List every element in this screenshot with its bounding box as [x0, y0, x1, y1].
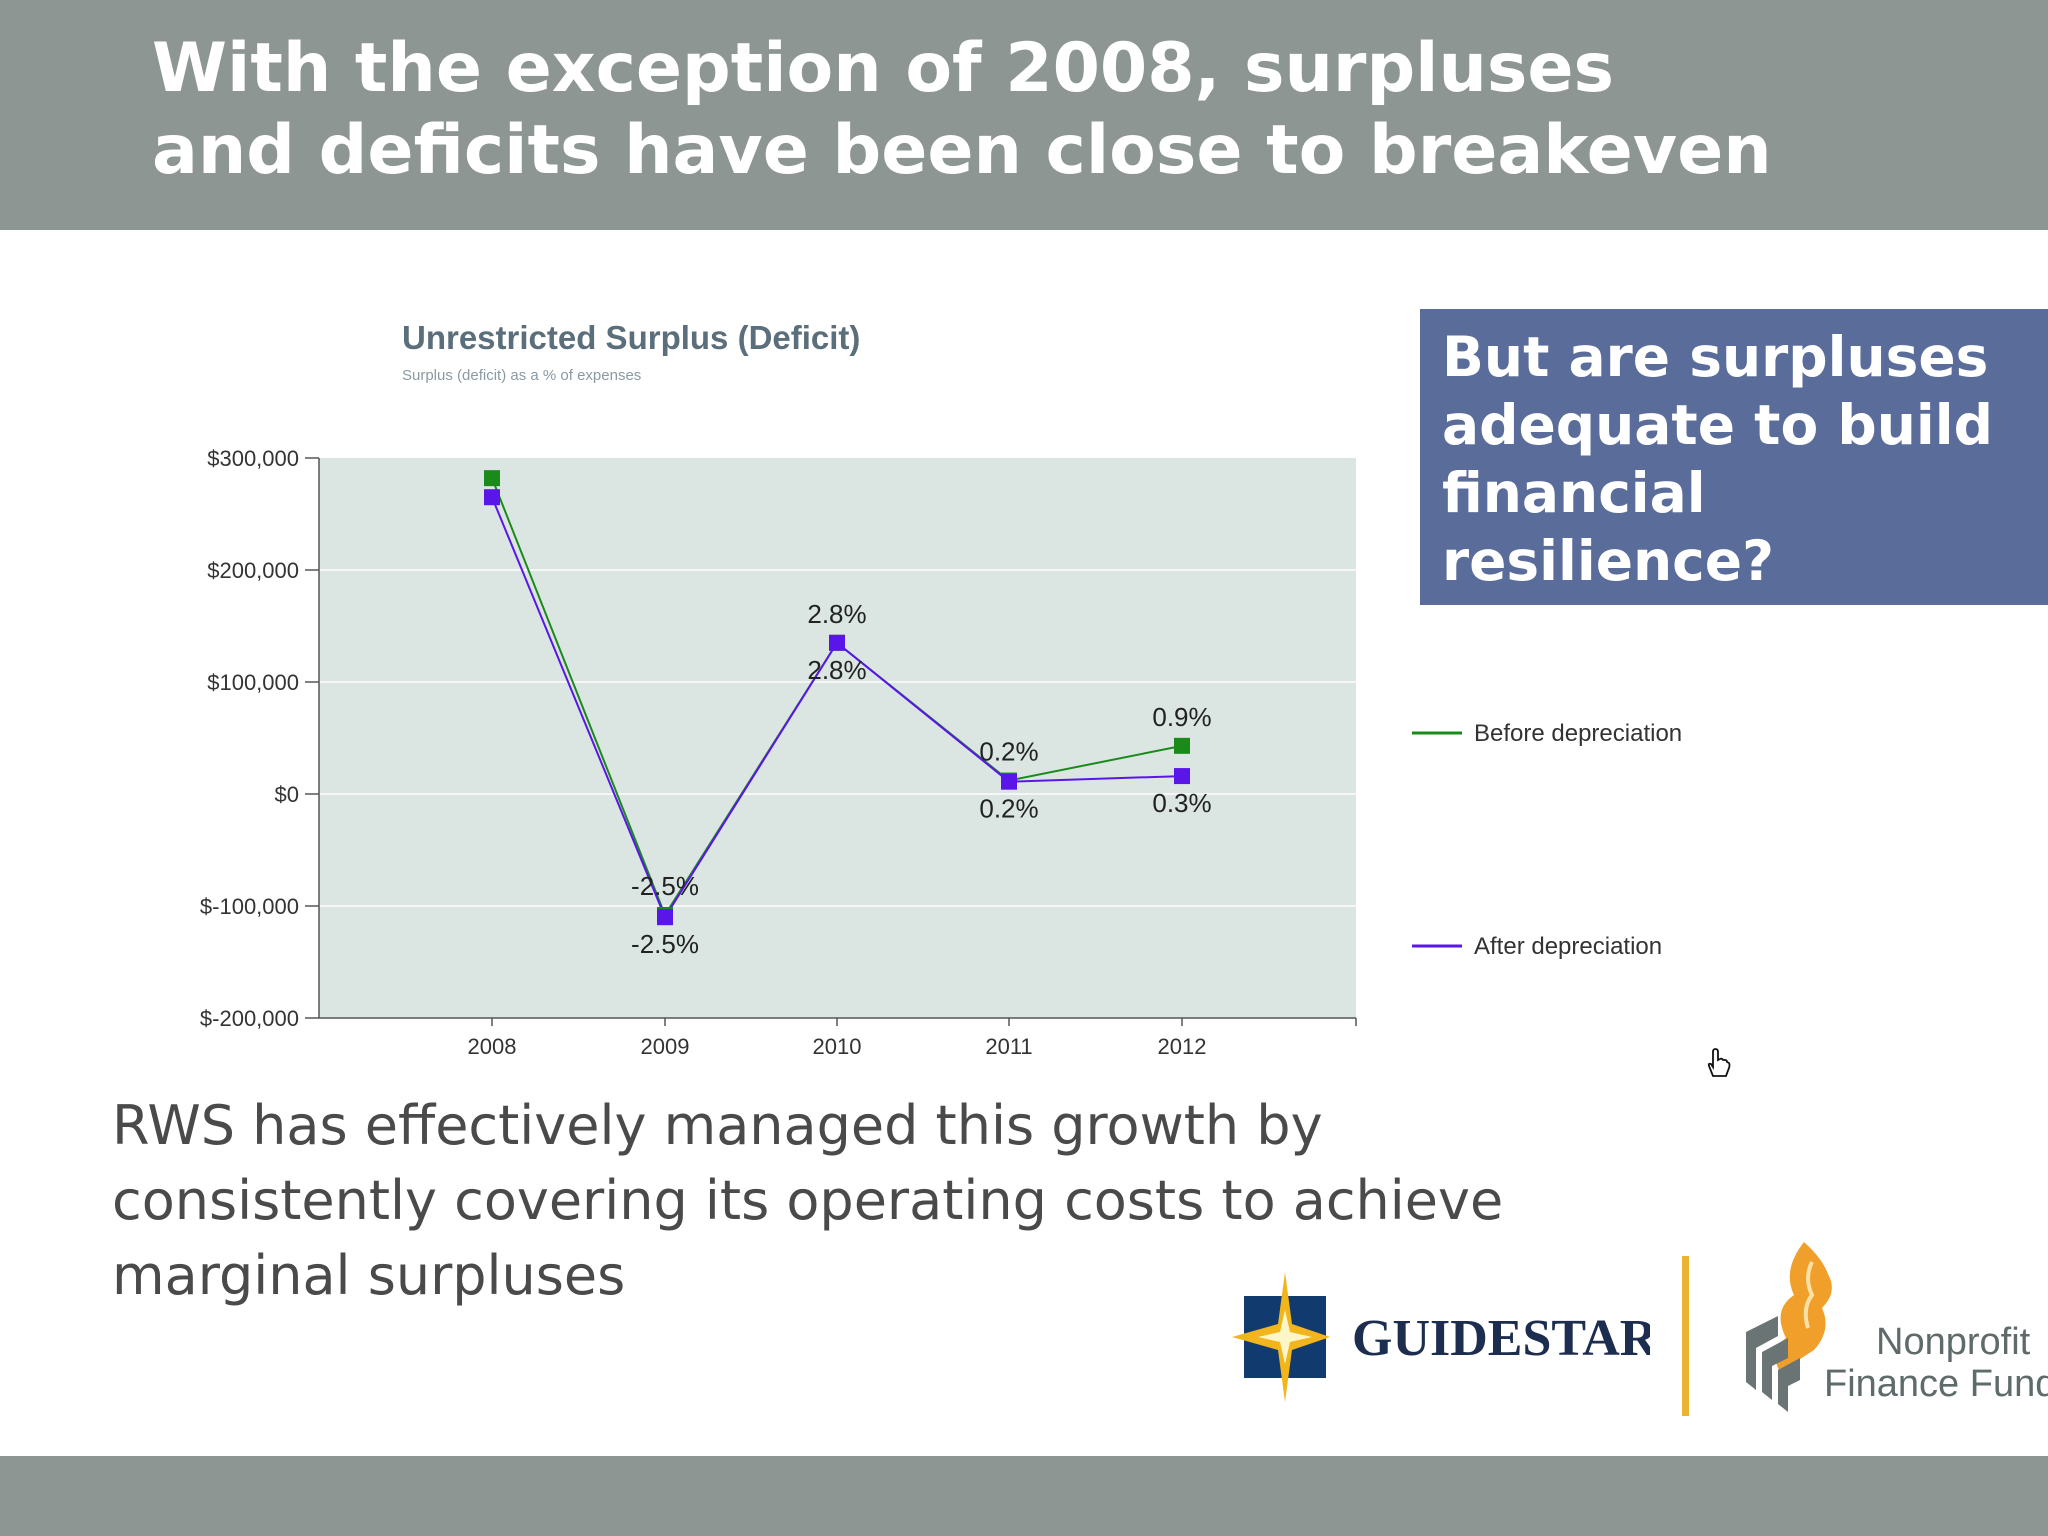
slide-title: With the exception of 2008, surpluses an…: [152, 28, 2012, 192]
y-tick-label: $-100,000: [200, 894, 299, 919]
guidestar-logo: GUIDESTAR: [1232, 1272, 1650, 1402]
data-label: 0.2%: [979, 794, 1038, 824]
data-label: 0.2%: [979, 737, 1038, 767]
guidestar-star-glow: [1258, 1310, 1312, 1364]
legend-label: After depreciation: [1474, 933, 1662, 960]
data-point-after: [657, 909, 673, 926]
chart-subtitle: Surplus (deficit) as a % of expenses: [402, 367, 641, 384]
hand-cursor-icon: [1707, 1048, 1731, 1077]
x-tick-label: 2011: [985, 1034, 1032, 1059]
nff-flame-highlight: [1803, 1261, 1815, 1329]
data-label: 0.3%: [1152, 788, 1211, 818]
data-point-after: [1174, 768, 1190, 785]
callout-box: But are surpluses adequate to build fina…: [1420, 309, 2048, 605]
x-tick-label: 2008: [468, 1034, 517, 1059]
chart-container: Unrestricted Surplus (Deficit) Surplus (…: [0, 300, 1710, 1080]
nff-name-line-2: Finance Fund: [1824, 1363, 2048, 1405]
nff-name-line-1: Nonprofit: [1876, 1321, 2031, 1363]
y-tick-label: $300,000: [207, 446, 299, 471]
data-label: -2.5%: [631, 929, 699, 959]
data-point-before: [1174, 737, 1190, 754]
y-tick-label: $100,000: [207, 670, 299, 695]
callout-text: But are surpluses adequate to build fina…: [1442, 325, 1993, 593]
guidestar-wordmark: GUIDESTAR: [1352, 1310, 1650, 1367]
x-tick-label: 2010: [813, 1034, 862, 1059]
data-point-after: [1001, 773, 1017, 790]
data-label: 2.8%: [807, 655, 866, 685]
footer-band: [0, 1456, 2048, 1536]
data-label: 0.9%: [1152, 702, 1211, 732]
title-band: [0, 0, 2048, 230]
body-text: RWS has effectively managed this growth …: [112, 1094, 1504, 1307]
x-tick-label: 2012: [1158, 1034, 1207, 1059]
x-tick-label: 2009: [641, 1034, 690, 1059]
nff-ribbon-icon: [1746, 1316, 1800, 1412]
data-label: -2.5%: [631, 871, 699, 901]
slide-title-line-1: With the exception of 2008, surpluses: [152, 29, 1614, 108]
chart-title: Unrestricted Surplus (Deficit): [402, 319, 860, 356]
logo-divider: [1682, 1256, 1689, 1416]
data-point-before: [484, 470, 500, 487]
slide-title-line-2: and deficits have been close to breakeve…: [152, 111, 1772, 190]
y-tick-label: $200,000: [207, 558, 299, 583]
plot-area: [319, 458, 1356, 1018]
data-label: 2.8%: [807, 599, 866, 629]
nonprofit-finance-fund-logo: Nonprofit Finance Fund: [1746, 1242, 2048, 1412]
y-tick-label: $-200,000: [200, 1006, 299, 1031]
surplus-chart: Unrestricted Surplus (Deficit) Surplus (…: [200, 319, 1682, 1059]
data-point-after: [829, 634, 845, 651]
legend-label: Before depreciation: [1474, 720, 1682, 747]
data-point-after: [484, 489, 500, 506]
y-tick-label: $0: [275, 782, 299, 807]
nff-flame-icon: [1775, 1242, 1832, 1372]
